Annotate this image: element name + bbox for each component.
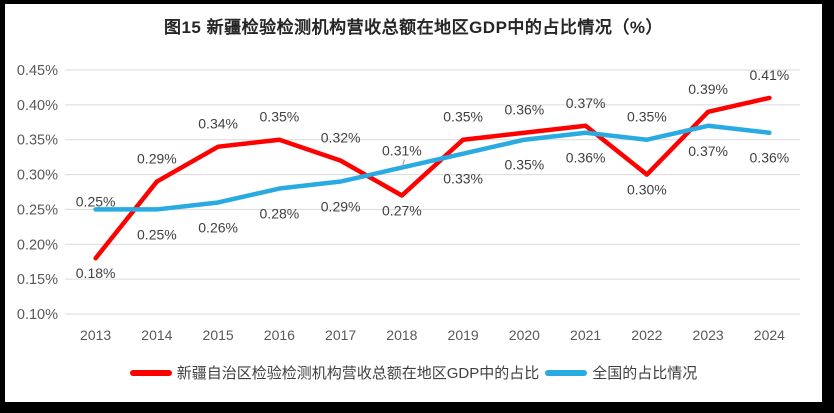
x-axis-tick-label: 2022 [631,327,662,343]
x-axis-tick-label: 2023 [693,327,724,343]
data-label: 0.35% [260,109,300,125]
y-axis-tick-label: 0.10% [17,307,58,323]
chart-title: 图15 新疆检验检测机构营收总额在地区GDP中的占比情况（%） [163,18,664,37]
data-label: 0.36% [750,150,790,166]
data-label: 0.30% [627,182,667,198]
data-label: 0.34% [198,116,238,132]
data-label: 0.29% [321,199,361,215]
data-label: 0.35% [443,109,483,125]
legend-label-national: 全国的占比情况 [592,365,698,382]
y-axis-tick-label: 0.45% [17,63,58,79]
legend-swatch-xinjiang-line [129,369,172,376]
data-label: 0.37% [566,95,606,111]
label-leader-line [401,159,405,167]
data-label: 0.35% [627,109,667,125]
data-label: 0.28% [260,206,300,222]
x-axis-tick-label: 2015 [203,327,234,343]
y-axis-tick-label: 0.15% [17,272,58,288]
data-label: 0.31% [382,143,422,159]
x-axis-tick-label: 2024 [754,327,785,343]
x-axis-tick-label: 2020 [509,327,540,343]
data-label: 0.35% [505,157,545,173]
y-axis-tick-label: 0.25% [17,202,58,218]
data-label: 0.25% [76,193,116,209]
plot-area: 0.45% 0.40% 0.35% 0.30% 0.25% 0.20% 0.15% 0.10%… [17,63,800,343]
x-axis-tick-label: 2013 [80,327,111,343]
x-axis-tick-label: 2021 [570,327,601,343]
legend: 新疆自治区检验检测机构营收总额在地区GDP中的占比 全国的占比情况 [5,362,822,383]
x-axis-tick-label: 2014 [141,327,172,343]
x-axis-tick-label: 2019 [448,327,479,343]
y-axis-tick-label: 0.20% [17,237,58,253]
y-axis-tick-label: 0.30% [17,168,58,184]
legend-swatch-national-line [545,369,588,376]
legend-label-xinjiang: 新疆自治区检验检测机构营收总额在地区GDP中的占比 [176,365,540,382]
chart-canvas: 图15 新疆检验检测机构营收总额在地区GDP中的占比情况（%） 0.45% 0.4… [5,4,822,402]
series-line-national [93,123,772,212]
data-label: 0.36% [505,102,545,118]
data-label: 0.33% [443,171,483,187]
data-label: 0.41% [750,67,790,83]
x-axis-tick-label: 2017 [325,327,356,343]
data-label: 0.26% [198,219,238,235]
data-label: 0.29% [137,151,177,167]
y-axis-tick-label: 0.35% [17,133,58,149]
legend-item-national: 全国的占比情况 [545,362,697,383]
data-label: 0.39% [688,81,728,97]
y-axis-tick-label: 0.40% [17,98,58,114]
data-label: 0.32% [321,130,361,146]
data-label: 0.18% [76,265,116,281]
data-label: 0.37% [688,143,728,159]
x-axis-tick-label: 2016 [264,327,295,343]
data-label: 0.27% [382,202,422,218]
legend-item-xinjiang: 新疆自治区检验检测机构营收总额在地区GDP中的占比 [129,362,540,383]
data-label: 0.36% [566,150,606,166]
x-axis-tick-label: 2018 [386,327,417,343]
series-line-xinjiang [93,95,772,261]
data-label: 0.25% [137,226,177,242]
